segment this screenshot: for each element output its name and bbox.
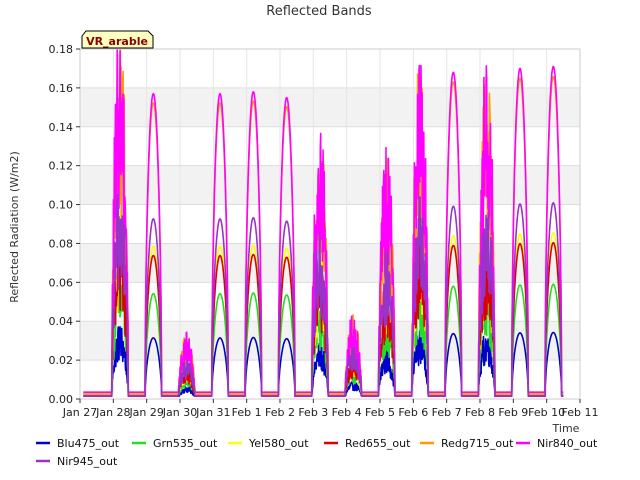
x-tick-label: Jan 30 [162,406,197,419]
y-tick-label: 0.18 [49,43,74,56]
x-tick-label: Jan 28 [95,406,130,419]
x-tick-label: Feb 7 [432,406,462,419]
x-tick-label: Feb 8 [465,406,495,419]
legend-label: Nir840_out [537,437,598,450]
plot-frame [79,48,581,400]
x-tick-label: Feb 4 [332,406,362,419]
legend-label: Yel580_out [248,437,309,450]
y-tick-label: 0.02 [49,354,74,367]
grid-bands [80,87,580,361]
x-tick-label: Feb 11 [562,406,599,419]
series-line-nir945_out [83,193,564,397]
badge-box [81,30,154,49]
y-tick-label: 0.14 [49,121,74,134]
badge-label: VR_arable [86,35,148,48]
legend: Blu475_out Grn535_out Yel580_out Red655_out… [36,437,598,468]
x-axis-title: Time [552,422,580,435]
x-tick-label: Feb 9 [498,406,528,419]
site-badge: VR_arable [81,30,154,49]
y-tick-label: 0.04 [49,315,74,328]
legend-item-red655_out: Red655_out [324,437,411,450]
x-tick-label: Feb 10 [528,406,565,419]
y-tick-label: 0.16 [49,82,74,95]
legend-label: Nir945_out [57,455,118,468]
grid-band [80,87,580,127]
y-axis-ticks: 0.00 0.02 0.04 0.06 0.08 0.10 0.12 0.14 0.16 0.18 [49,43,80,406]
x-tick-label: Jan 31 [195,406,230,419]
x-tick-label: Feb 6 [398,406,428,419]
legend-label: Blu475_out [57,437,120,450]
y-tick-label: 0.08 [49,237,74,250]
legend-label: Grn535_out [153,437,218,450]
chart-title: Reflected Bands [266,4,372,19]
y-tick-label: 0.10 [49,199,74,212]
grid-band [80,165,580,205]
y-tick-label: 0.06 [49,276,74,289]
x-tick-label: Feb 2 [265,406,295,419]
legend-label: Red655_out [345,437,411,450]
x-tick-label: Jan 27 [62,406,97,419]
legend-item-redg715_out: Redg715_out [420,437,514,450]
legend-item-blu475_out: Blu475_out [36,437,120,450]
x-tick-label: Feb 1 [232,406,262,419]
x-tick-label: Feb 5 [365,406,395,419]
y-axis-title: Reflected Radiation (W/m2) [8,151,21,303]
grid-band [80,321,580,361]
y-tick-label: 0.12 [49,160,74,173]
legend-item-yel580_out: Yel580_out [228,437,309,450]
legend-item-grn535_out: Grn535_out [132,437,218,450]
series-lines [83,48,564,397]
x-tick-label: Jan 29 [128,406,163,419]
grid-band [80,243,580,283]
legend-item-nir840_out: Nir840_out [516,437,598,450]
legend-label: Redg715_out [441,437,514,450]
series-line-redg715_out [83,48,564,395]
x-tick-label: Feb 3 [298,406,328,419]
series-line-nir840_out [83,48,564,393]
y-tick-label: 0.00 [49,393,74,406]
legend-item-nir945_out: Nir945_out [36,455,118,468]
